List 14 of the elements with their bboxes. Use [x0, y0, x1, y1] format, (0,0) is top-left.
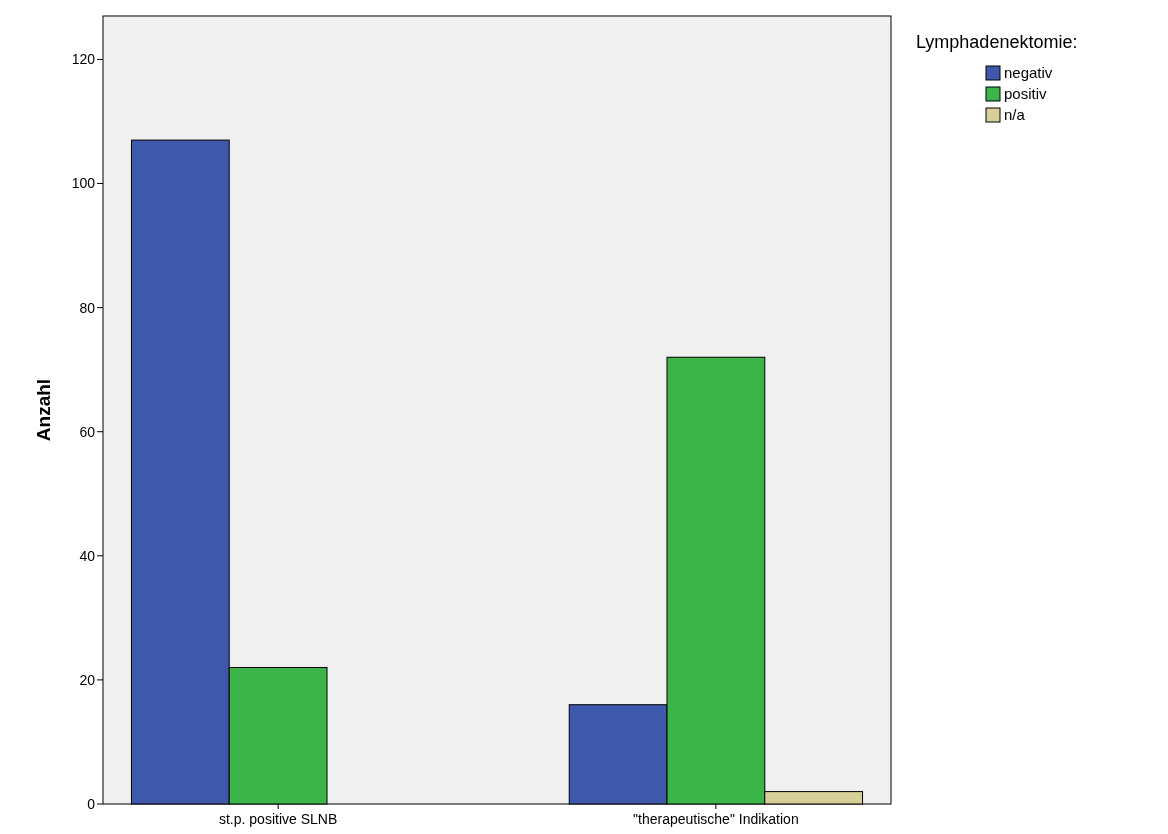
- y-tick-label: 40: [79, 547, 96, 564]
- y-tick-label: 80: [79, 299, 96, 316]
- x-tick-label: st.p. positive SLNB: [218, 811, 338, 827]
- y-axis-title: Anzahl: [33, 378, 54, 442]
- legend-title: Lymphadenektomie:: [916, 32, 1078, 52]
- y-tick-label: 100: [71, 175, 96, 192]
- legend-label: positiv: [1004, 85, 1048, 103]
- legend-label: n/a: [1004, 106, 1026, 124]
- y-tick-label: 60: [79, 423, 96, 440]
- y-tick-label: 120: [71, 51, 96, 68]
- y-tick-label: 0: [87, 795, 96, 812]
- legend-label: negativ: [1004, 64, 1053, 82]
- x-tick-label: "therapeutische" Indikation: [633, 811, 799, 827]
- y-tick-label: 20: [79, 671, 96, 688]
